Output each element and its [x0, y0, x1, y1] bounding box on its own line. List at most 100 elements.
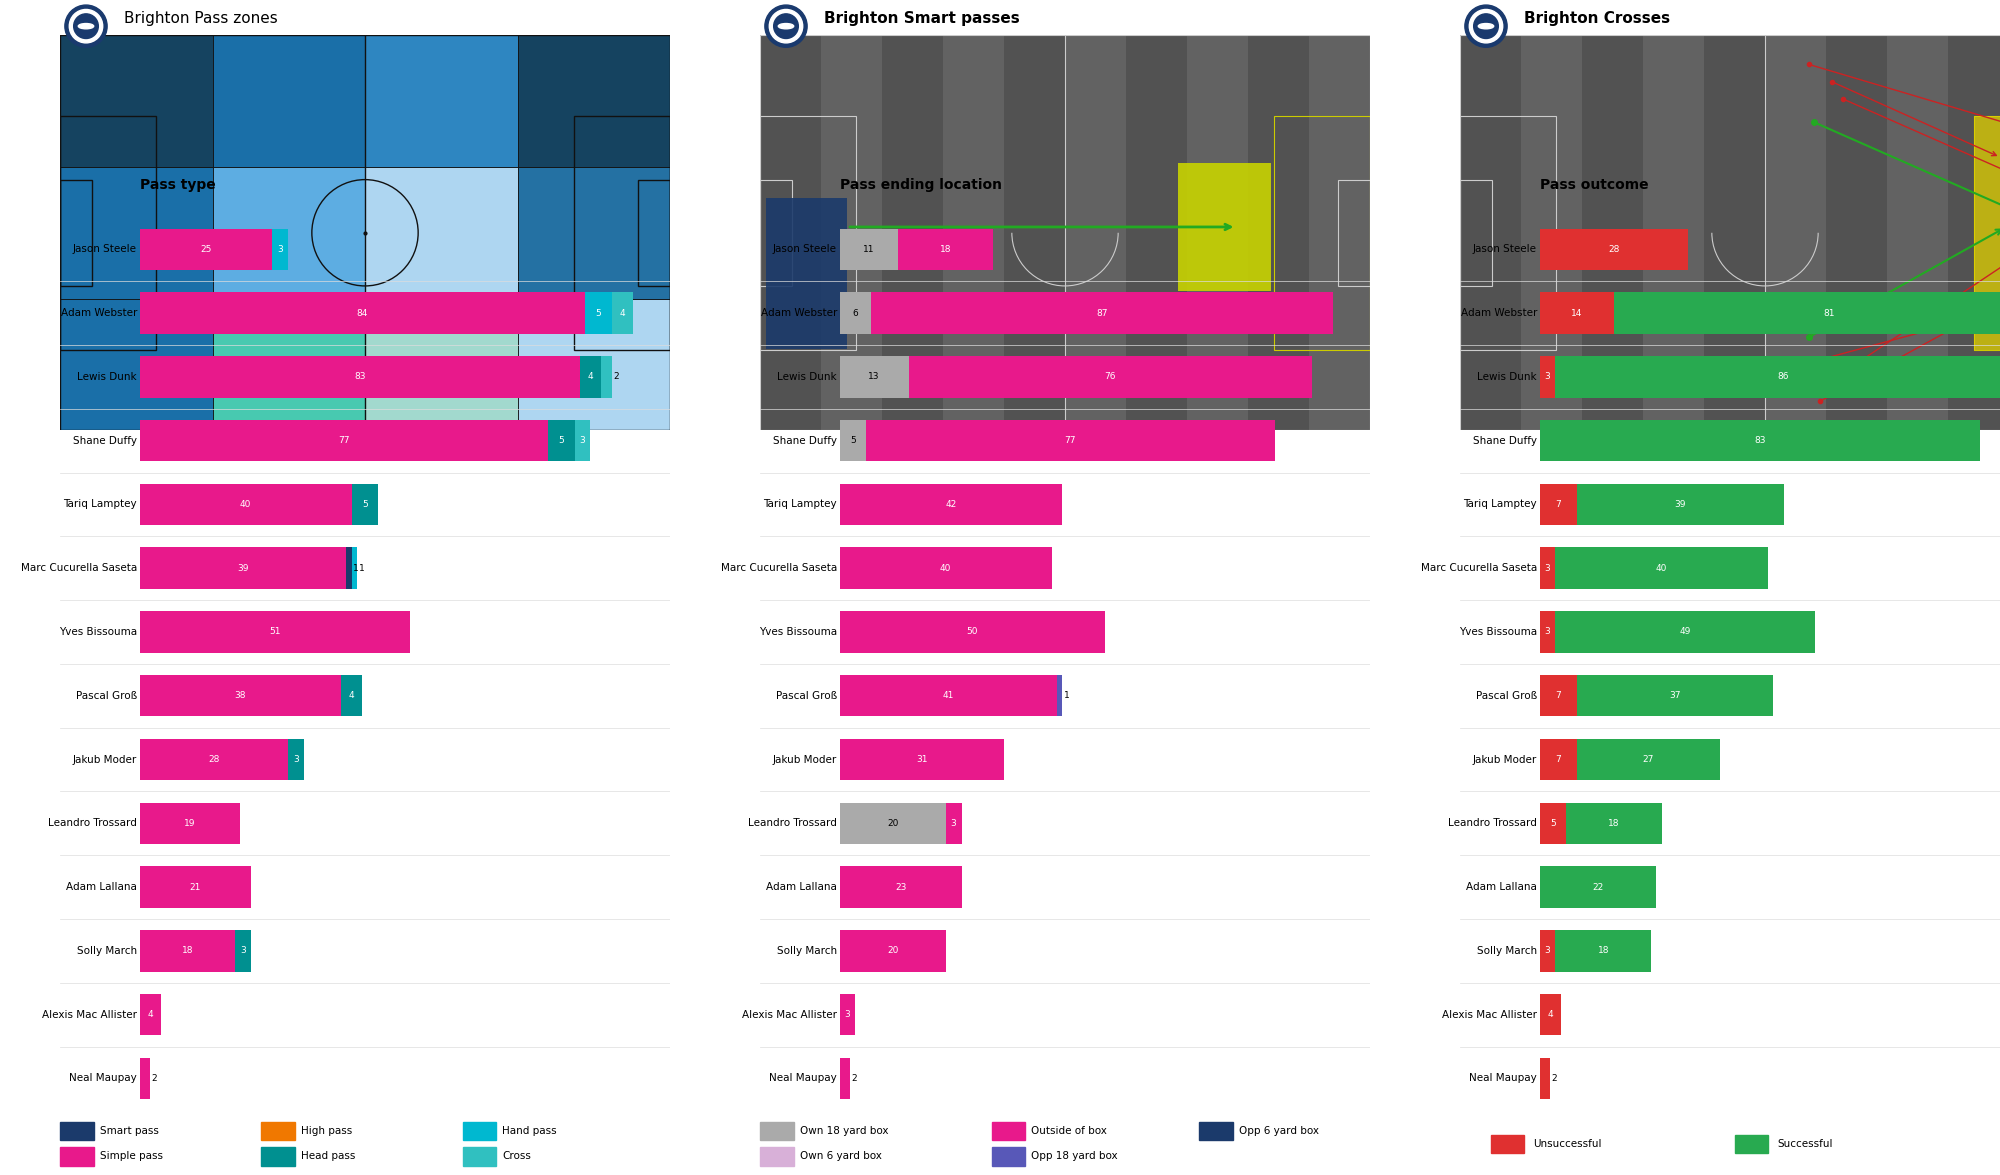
Bar [1540, 994, 1560, 1035]
Text: Smart pass: Smart pass [100, 1126, 158, 1136]
Text: Shane Duffy: Shane Duffy [772, 436, 836, 445]
Bar [1540, 931, 1556, 972]
Bar [1540, 866, 1656, 908]
Text: Solly March: Solly March [76, 946, 136, 956]
Bar [140, 676, 342, 717]
Text: Tariq Lamptey: Tariq Lamptey [1464, 499, 1536, 510]
Text: 28: 28 [1608, 244, 1620, 254]
Text: 4: 4 [588, 372, 594, 382]
Bar [140, 356, 580, 397]
Text: Jakub Moder: Jakub Moder [772, 754, 836, 765]
Bar [1522, 35, 1582, 430]
Bar [140, 419, 548, 462]
Text: Jason Steele: Jason Steele [772, 244, 836, 254]
Bar [872, 293, 1332, 334]
Text: Shane Duffy: Shane Duffy [1472, 436, 1536, 445]
Bar [262, 1122, 294, 1140]
Bar [1576, 739, 1720, 780]
Bar [1644, 35, 1704, 430]
Bar [1200, 1122, 1232, 1140]
Bar [1614, 293, 2000, 334]
Bar [1126, 35, 1188, 430]
Text: 3: 3 [580, 436, 586, 445]
Text: 7: 7 [1556, 691, 1562, 700]
Bar [946, 803, 962, 844]
Bar [820, 35, 882, 430]
Bar [342, 676, 362, 717]
Text: 87: 87 [1096, 309, 1108, 317]
Text: Pass outcome: Pass outcome [1540, 177, 1648, 192]
Text: 18: 18 [1608, 819, 1620, 828]
Bar [1734, 1135, 1768, 1153]
Bar [1540, 293, 1614, 334]
Bar [840, 484, 1062, 525]
Text: 1: 1 [354, 564, 360, 572]
Circle shape [1470, 9, 1502, 43]
Bar [840, 803, 946, 844]
Bar [1540, 803, 1566, 844]
Text: 3: 3 [1544, 946, 1550, 955]
Bar [212, 298, 364, 430]
Bar [1556, 931, 1650, 972]
Bar [898, 229, 994, 270]
Bar [364, 35, 518, 167]
Text: Adam Webster: Adam Webster [760, 308, 836, 318]
Text: Tariq Lamptey: Tariq Lamptey [764, 499, 836, 510]
Bar [586, 293, 612, 334]
Bar [140, 994, 160, 1035]
Bar [140, 484, 352, 525]
Text: 49: 49 [1680, 627, 1692, 637]
Circle shape [1464, 5, 1508, 47]
Text: 5: 5 [1550, 819, 1556, 828]
Bar [840, 548, 1052, 589]
Bar [840, 739, 1004, 780]
Text: 77: 77 [338, 436, 350, 445]
Bar [1460, 180, 1492, 286]
Bar [462, 1122, 496, 1140]
Bar [140, 611, 410, 653]
Bar [840, 1058, 850, 1100]
Text: Opp 18 yard box: Opp 18 yard box [1032, 1152, 1118, 1162]
Text: Pascal Groß: Pascal Groß [76, 691, 136, 700]
Bar [60, 1122, 94, 1140]
Text: 40: 40 [240, 499, 252, 509]
Bar [236, 931, 250, 972]
Circle shape [770, 9, 802, 43]
Text: 2: 2 [852, 1074, 858, 1083]
Text: Leandro Trossard: Leandro Trossard [748, 818, 836, 828]
Bar [1460, 35, 1522, 430]
Bar [60, 1148, 94, 1166]
Text: 42: 42 [946, 499, 956, 509]
Text: 20: 20 [886, 946, 898, 955]
Bar [840, 994, 856, 1035]
Text: High pass: High pass [300, 1126, 352, 1136]
Bar [882, 35, 944, 430]
Bar [1058, 676, 1062, 717]
Bar [1974, 115, 2000, 350]
Text: 83: 83 [1754, 436, 1766, 445]
Bar [212, 35, 364, 167]
Text: Jakub Moder: Jakub Moder [1472, 754, 1536, 765]
Circle shape [64, 5, 108, 47]
Bar [1974, 115, 2000, 350]
Text: Yves Bissouma: Yves Bissouma [1458, 627, 1536, 637]
Text: 7: 7 [1556, 756, 1562, 764]
Bar [840, 866, 962, 908]
Bar [1540, 356, 1556, 397]
Bar [1576, 484, 1784, 525]
Bar [766, 197, 848, 349]
Text: 3: 3 [1544, 372, 1550, 382]
Text: Tariq Lamptey: Tariq Lamptey [64, 499, 136, 510]
Bar [866, 419, 1274, 462]
Text: 51: 51 [270, 627, 280, 637]
Bar [840, 229, 898, 270]
Text: 4: 4 [620, 309, 626, 317]
Text: 27: 27 [1642, 756, 1654, 764]
Text: Solly March: Solly March [1476, 946, 1536, 956]
Text: 3: 3 [950, 819, 956, 828]
Bar [352, 548, 358, 589]
Text: Neal Maupay: Neal Maupay [1470, 1074, 1536, 1083]
Bar [60, 35, 212, 167]
Bar [272, 229, 288, 270]
Bar [1540, 1058, 1550, 1100]
